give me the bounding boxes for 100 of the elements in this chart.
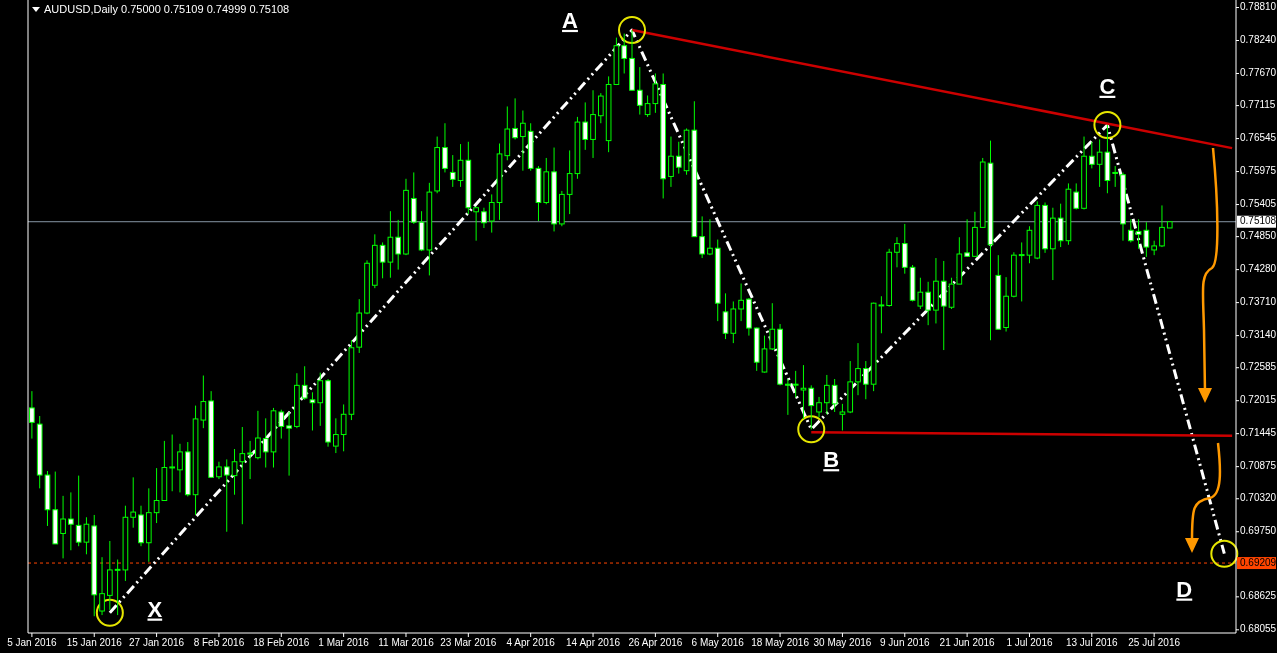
y-tick-label: 0.70320 [1240, 492, 1277, 504]
candlestick [597, 92, 604, 124]
x-tick-label: 30 May 2016 [813, 637, 872, 648]
x-tick-label: 6 May 2016 [691, 637, 745, 648]
candlestick [769, 302, 776, 351]
candlestick [481, 207, 487, 229]
candlestick [278, 409, 285, 440]
y-tick-label: 0.68625 [1240, 590, 1277, 602]
candlestick [130, 476, 137, 529]
candlestick [582, 101, 589, 151]
candlestick [707, 218, 713, 256]
y-tick-label: 0.70875 [1240, 460, 1277, 472]
candlestick [621, 33, 628, 74]
candlestick [831, 378, 838, 413]
annotation: B [823, 447, 840, 473]
candlestick [1127, 218, 1134, 243]
x-tick-label: 18 Feb 2016 [253, 637, 310, 648]
y-tick-label: 0.72015 [1240, 394, 1277, 406]
candlestick [177, 443, 183, 493]
candlestick [800, 364, 807, 420]
candlestick [473, 206, 479, 242]
y-tick-label: 0.76545 [1240, 132, 1277, 144]
candlestick [333, 417, 339, 454]
y-tick-label: 0.73710 [1240, 296, 1277, 308]
x-tick-label: 1 Jul 2016 [1006, 637, 1053, 648]
candlestick [169, 434, 176, 492]
candlestick [901, 223, 908, 275]
candlestick [792, 370, 799, 399]
candlestick [301, 365, 308, 401]
candlestick [512, 97, 518, 140]
y-tick-label: 0.75975 [1240, 165, 1277, 177]
x-tick-label: 14 Apr 2016 [566, 637, 621, 648]
candlestick [68, 491, 74, 551]
y-tick-label: 0.68055 [1240, 623, 1277, 635]
candlestick [286, 411, 292, 477]
candlestick [862, 360, 869, 400]
y-tick-label: 0.78240 [1240, 34, 1277, 46]
x-tick-label: 23 Mar 2016 [440, 637, 497, 648]
candlestick [60, 495, 66, 559]
candlestick [410, 171, 417, 225]
candlestick [761, 335, 768, 374]
y-tick-label: 0.71445 [1240, 427, 1277, 439]
annotation: D [1176, 576, 1193, 602]
y-tick-label: 0.73140 [1240, 329, 1277, 341]
candlestick [1112, 165, 1119, 188]
candlestick [488, 193, 495, 234]
ref-line-label: 0.75108 [1240, 215, 1277, 227]
candlestick [964, 218, 970, 258]
x-tick-label: 21 Jun 2016 [939, 637, 996, 648]
candlestick [808, 384, 815, 430]
candlestick [785, 378, 791, 416]
candlestick [824, 374, 830, 415]
x-tick-label: 1 Mar 2016 [318, 637, 370, 648]
x-tick-label: 15 Jan 2016 [66, 637, 123, 648]
candlestick [449, 154, 456, 188]
candlestick [1159, 204, 1165, 248]
candlestick [668, 136, 674, 188]
candlestick [520, 110, 526, 172]
candlestick [255, 410, 261, 460]
x-tick-label: 26 Apr 2016 [628, 637, 683, 648]
x-tick-label: 13 Jul 2016 [1065, 637, 1119, 648]
candlestick [855, 342, 861, 396]
chart-title: AUDUSD,Daily 0.75000 0.75109 0.74999 0.75108 [44, 3, 290, 15]
candlestick [925, 281, 931, 326]
candlestick [816, 396, 822, 418]
candlestick [442, 122, 448, 173]
x-tick-label: 18 May 2016 [751, 637, 810, 648]
candlestick [636, 66, 643, 116]
y-tick-label: 0.75405 [1240, 198, 1277, 210]
y-tick-label: 0.69750 [1240, 525, 1277, 537]
x-tick-label: 27 Jan 2016 [129, 637, 185, 648]
y-tick-label: 0.74280 [1240, 263, 1277, 275]
x-tick-label: 5 Jan 2016 [7, 637, 58, 648]
y-tick-label: 0.72585 [1240, 361, 1277, 373]
y-tick-label: 0.77115 [1240, 99, 1276, 111]
annotation: C [1099, 73, 1116, 99]
candlestick [675, 141, 682, 175]
candlestick [894, 236, 900, 268]
x-tick-label: 25 Jul 2016 [1128, 637, 1181, 648]
annotation: X [147, 596, 163, 622]
candlestick [839, 403, 846, 431]
candlestick [699, 215, 705, 259]
y-tick-label: 0.74850 [1240, 230, 1277, 242]
candlestick [247, 440, 253, 480]
candlestick [1088, 141, 1095, 169]
annotation: A [562, 7, 579, 33]
candlestick [309, 391, 316, 431]
candlestick [99, 556, 105, 616]
candlestick [317, 372, 324, 427]
x-tick-label: 11 Mar 2016 [378, 637, 435, 648]
ref-line-label: 0.69209 [1240, 556, 1277, 568]
candlestick [738, 283, 744, 322]
candlestick [1073, 182, 1080, 210]
y-tick-label: 0.77670 [1240, 67, 1277, 79]
candlestick [395, 219, 402, 271]
y-tick-label: 0.78810 [1240, 1, 1277, 13]
candlestick [223, 458, 230, 533]
x-tick-label: 8 Feb 2016 [193, 637, 245, 648]
x-tick-label: 4 Apr 2016 [506, 637, 556, 648]
x-tick-label: 9 Jun 2016 [880, 637, 930, 648]
